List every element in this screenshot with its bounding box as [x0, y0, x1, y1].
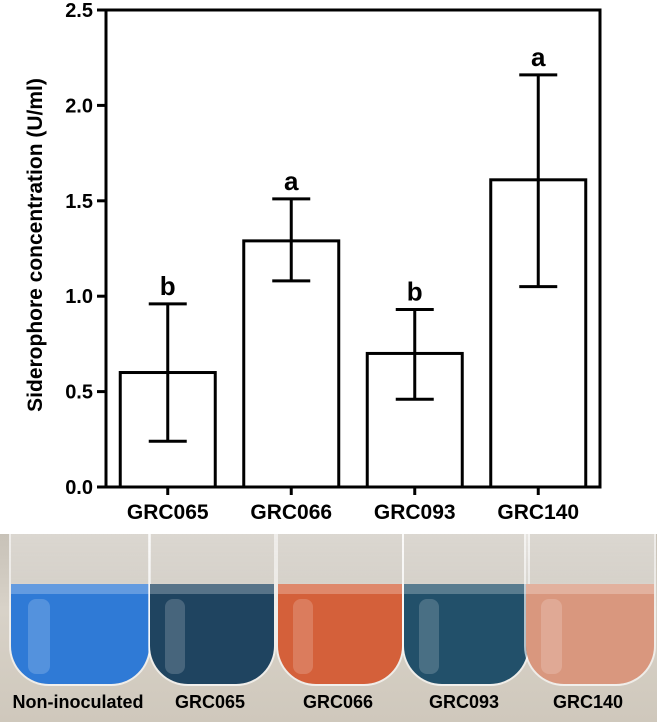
culture-medium: [526, 584, 654, 684]
culture-tube: [276, 534, 404, 686]
tube-label: GRC065: [174, 692, 246, 712]
tube-label: Non-inoculated: [12, 692, 144, 712]
y-tick-label: 2.0: [65, 95, 93, 117]
x-axis-ticks: GRC065 GRC066 GRC093 GRC140: [127, 487, 579, 524]
tube-label: GRC066: [302, 692, 374, 712]
chart-bars: [118, 178, 588, 489]
culture-medium: [11, 584, 149, 684]
y-tick-label: 1.0: [65, 286, 93, 308]
chart-significance-letters: b a b a: [160, 42, 546, 307]
plot-frame: [104, 8, 602, 489]
culture-tube: [148, 534, 276, 686]
culture-tube: [9, 534, 151, 686]
significance-letter: b: [160, 271, 176, 301]
x-tick-label: GRC093: [374, 501, 456, 524]
chart-error-bars: [148, 73, 558, 443]
x-tick-label: GRC065: [127, 501, 209, 524]
y-axis-ticks: 0.0 0.5 1.0 1.5 2.0 2.5: [65, 0, 106, 499]
x-tick-label: GRC066: [250, 501, 332, 524]
x-tick-label: GRC140: [497, 501, 579, 524]
culture-medium: [150, 584, 274, 684]
y-tick-label: 0.5: [65, 382, 93, 404]
tube-label: GRC140: [552, 692, 624, 712]
tube-label: GRC093: [428, 692, 500, 712]
culture-medium: [404, 584, 528, 684]
y-tick-label: 1.5: [65, 191, 93, 213]
chart-axes: [104, 8, 602, 489]
significance-letter: b: [407, 277, 423, 307]
y-tick-label: 0.0: [65, 477, 93, 499]
culture-medium: [278, 584, 402, 684]
significance-letter: a: [284, 166, 299, 196]
y-axis-label: Siderophore concentration (U/ml): [24, 78, 47, 412]
significance-letter: a: [531, 42, 546, 72]
culture-tubes-photo: Non-inoculated GRC065 GRC066 GRC093 GRC140: [0, 534, 657, 722]
y-tick-label: 2.5: [65, 0, 93, 22]
culture-tube: [524, 534, 656, 686]
culture-tube: [402, 534, 530, 686]
